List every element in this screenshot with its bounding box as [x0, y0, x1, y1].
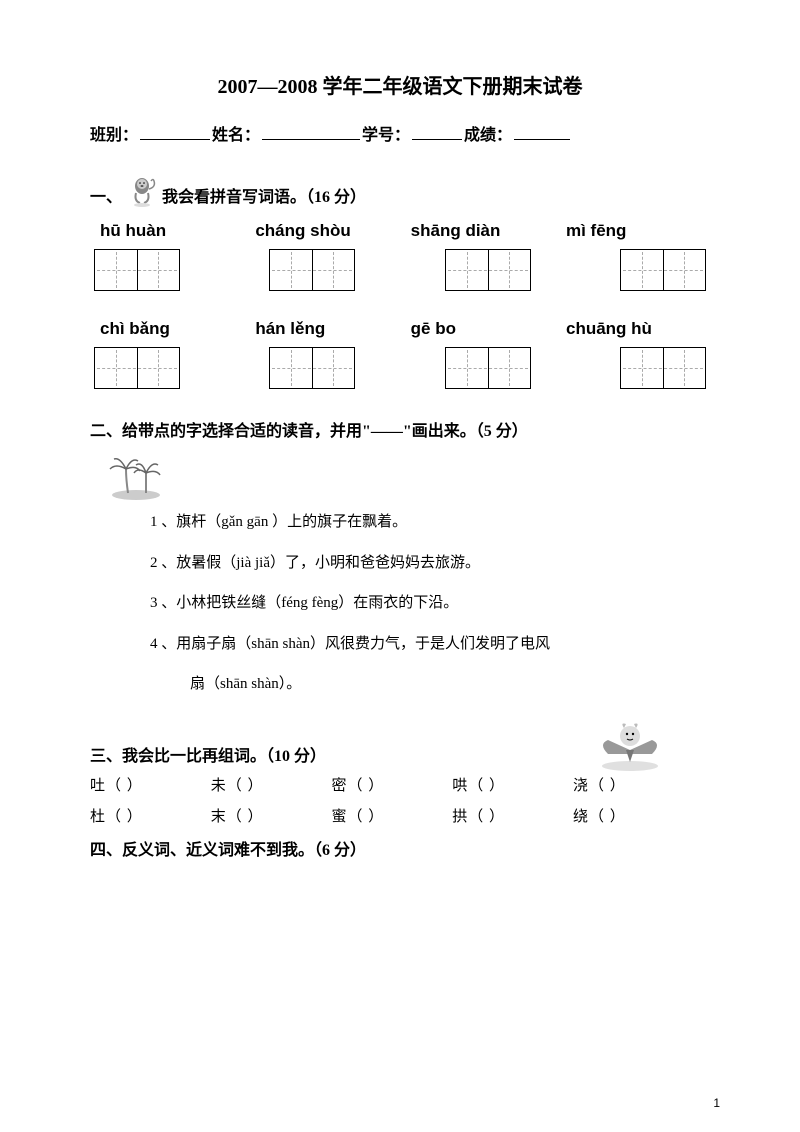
name-blank[interactable]	[262, 139, 360, 140]
sec3-row2: 杜（ ） 末（ ） 蜜（ ） 拱（ ） 绕（ ）	[90, 805, 710, 826]
class-blank[interactable]	[140, 139, 210, 140]
pinyin-row-1: hū huàn cháng shòu shāng diàn mì fēng	[90, 221, 710, 241]
char-box[interactable]	[94, 249, 180, 291]
score-blank[interactable]	[514, 139, 570, 140]
pinyin-2-1: chì bǎng	[94, 319, 240, 339]
char-box[interactable]	[620, 347, 706, 389]
char-box[interactable]	[269, 249, 355, 291]
id-blank[interactable]	[412, 139, 462, 140]
monkey-icon	[126, 173, 158, 207]
char-box[interactable]	[445, 249, 531, 291]
pinyin-row-2: chì bǎng hán lěng gē bo chuāng hù	[90, 319, 710, 339]
pinyin-2-4: chuāng hù	[560, 319, 706, 339]
pinyin-2-2: hán lěng	[249, 319, 395, 339]
pair: 蜜（ ）	[332, 805, 448, 826]
pinyin-1-1: hū huàn	[94, 221, 240, 241]
student-info-row: 班别： 姓名： 学号： 成绩：	[90, 121, 710, 145]
pair: 末（ ）	[211, 805, 327, 826]
q2-2: 2 、放暑假（jià jiǎ）了，小明和爸爸妈妈去旅游。	[150, 552, 710, 575]
pair: 浇（ ）	[573, 774, 689, 795]
section-1-text: 我会看拼音写词语。（16 分）	[162, 183, 366, 207]
pair: 绕（ ）	[573, 805, 689, 826]
boxes-row-2	[90, 347, 710, 389]
pinyin-1-4: mì fēng	[560, 221, 706, 241]
boxes-row-1	[90, 249, 710, 291]
page-number: 1	[713, 1096, 720, 1110]
q2-1: 1 、旗杆（gǎn gān ）上的旗子在飘着。	[150, 511, 710, 534]
pair: 哄（ ）	[452, 774, 568, 795]
pair: 拱（ ）	[452, 805, 568, 826]
char-box[interactable]	[269, 347, 355, 389]
pair: 吐（ ）	[90, 774, 206, 795]
q2-4a: 4 、用扇子扇（shān shàn）风很费力气，于是人们发明了电风	[150, 633, 710, 656]
pinyin-2-3: gē bo	[405, 319, 551, 339]
id-label: 学号：	[362, 121, 410, 145]
sec3-row1: 吐（ ） 未（ ） 密（ ） 哄（ ） 浇（ ）	[90, 774, 710, 795]
pinyin-1-3: shāng diàn	[405, 221, 551, 241]
pair: 密（ ）	[332, 774, 448, 795]
section-3-header: 三、我会比一比再组词。（10 分）	[90, 742, 326, 766]
exam-title: 2007—2008 学年二年级语文下册期末试卷	[90, 70, 710, 99]
q2-3: 3 、小林把铁丝缝（féng fèng）在雨衣的下沿。	[150, 592, 710, 615]
score-label: 成绩：	[464, 121, 512, 145]
section-4-header: 四、反义词、近义词难不到我。（6 分）	[90, 836, 710, 860]
page: 2007—2008 学年二年级语文下册期末试卷 班别： 姓名： 学号： 成绩： …	[0, 0, 800, 1132]
flying-character-icon	[590, 714, 670, 774]
pair: 杜（ ）	[90, 805, 206, 826]
section-2-header: 二、给带点的字选择合适的读音，并用"——"画出来。（5 分）	[90, 417, 710, 441]
char-box[interactable]	[445, 347, 531, 389]
palm-tree-icon	[106, 451, 176, 501]
class-label: 班别：	[90, 121, 138, 145]
q2-4b: 扇（shān shàn）。	[190, 673, 710, 696]
char-box[interactable]	[620, 249, 706, 291]
char-box[interactable]	[94, 347, 180, 389]
pinyin-1-2: cháng shòu	[249, 221, 395, 241]
section-1-header: 一、 我会看拼音写词语。（16 分）	[90, 173, 710, 207]
section-1-num: 一、	[90, 183, 122, 207]
section-3-row: 三、我会比一比再组词。（10 分）	[90, 714, 710, 774]
name-label: 姓名：	[212, 121, 260, 145]
pair: 未（ ）	[211, 774, 327, 795]
